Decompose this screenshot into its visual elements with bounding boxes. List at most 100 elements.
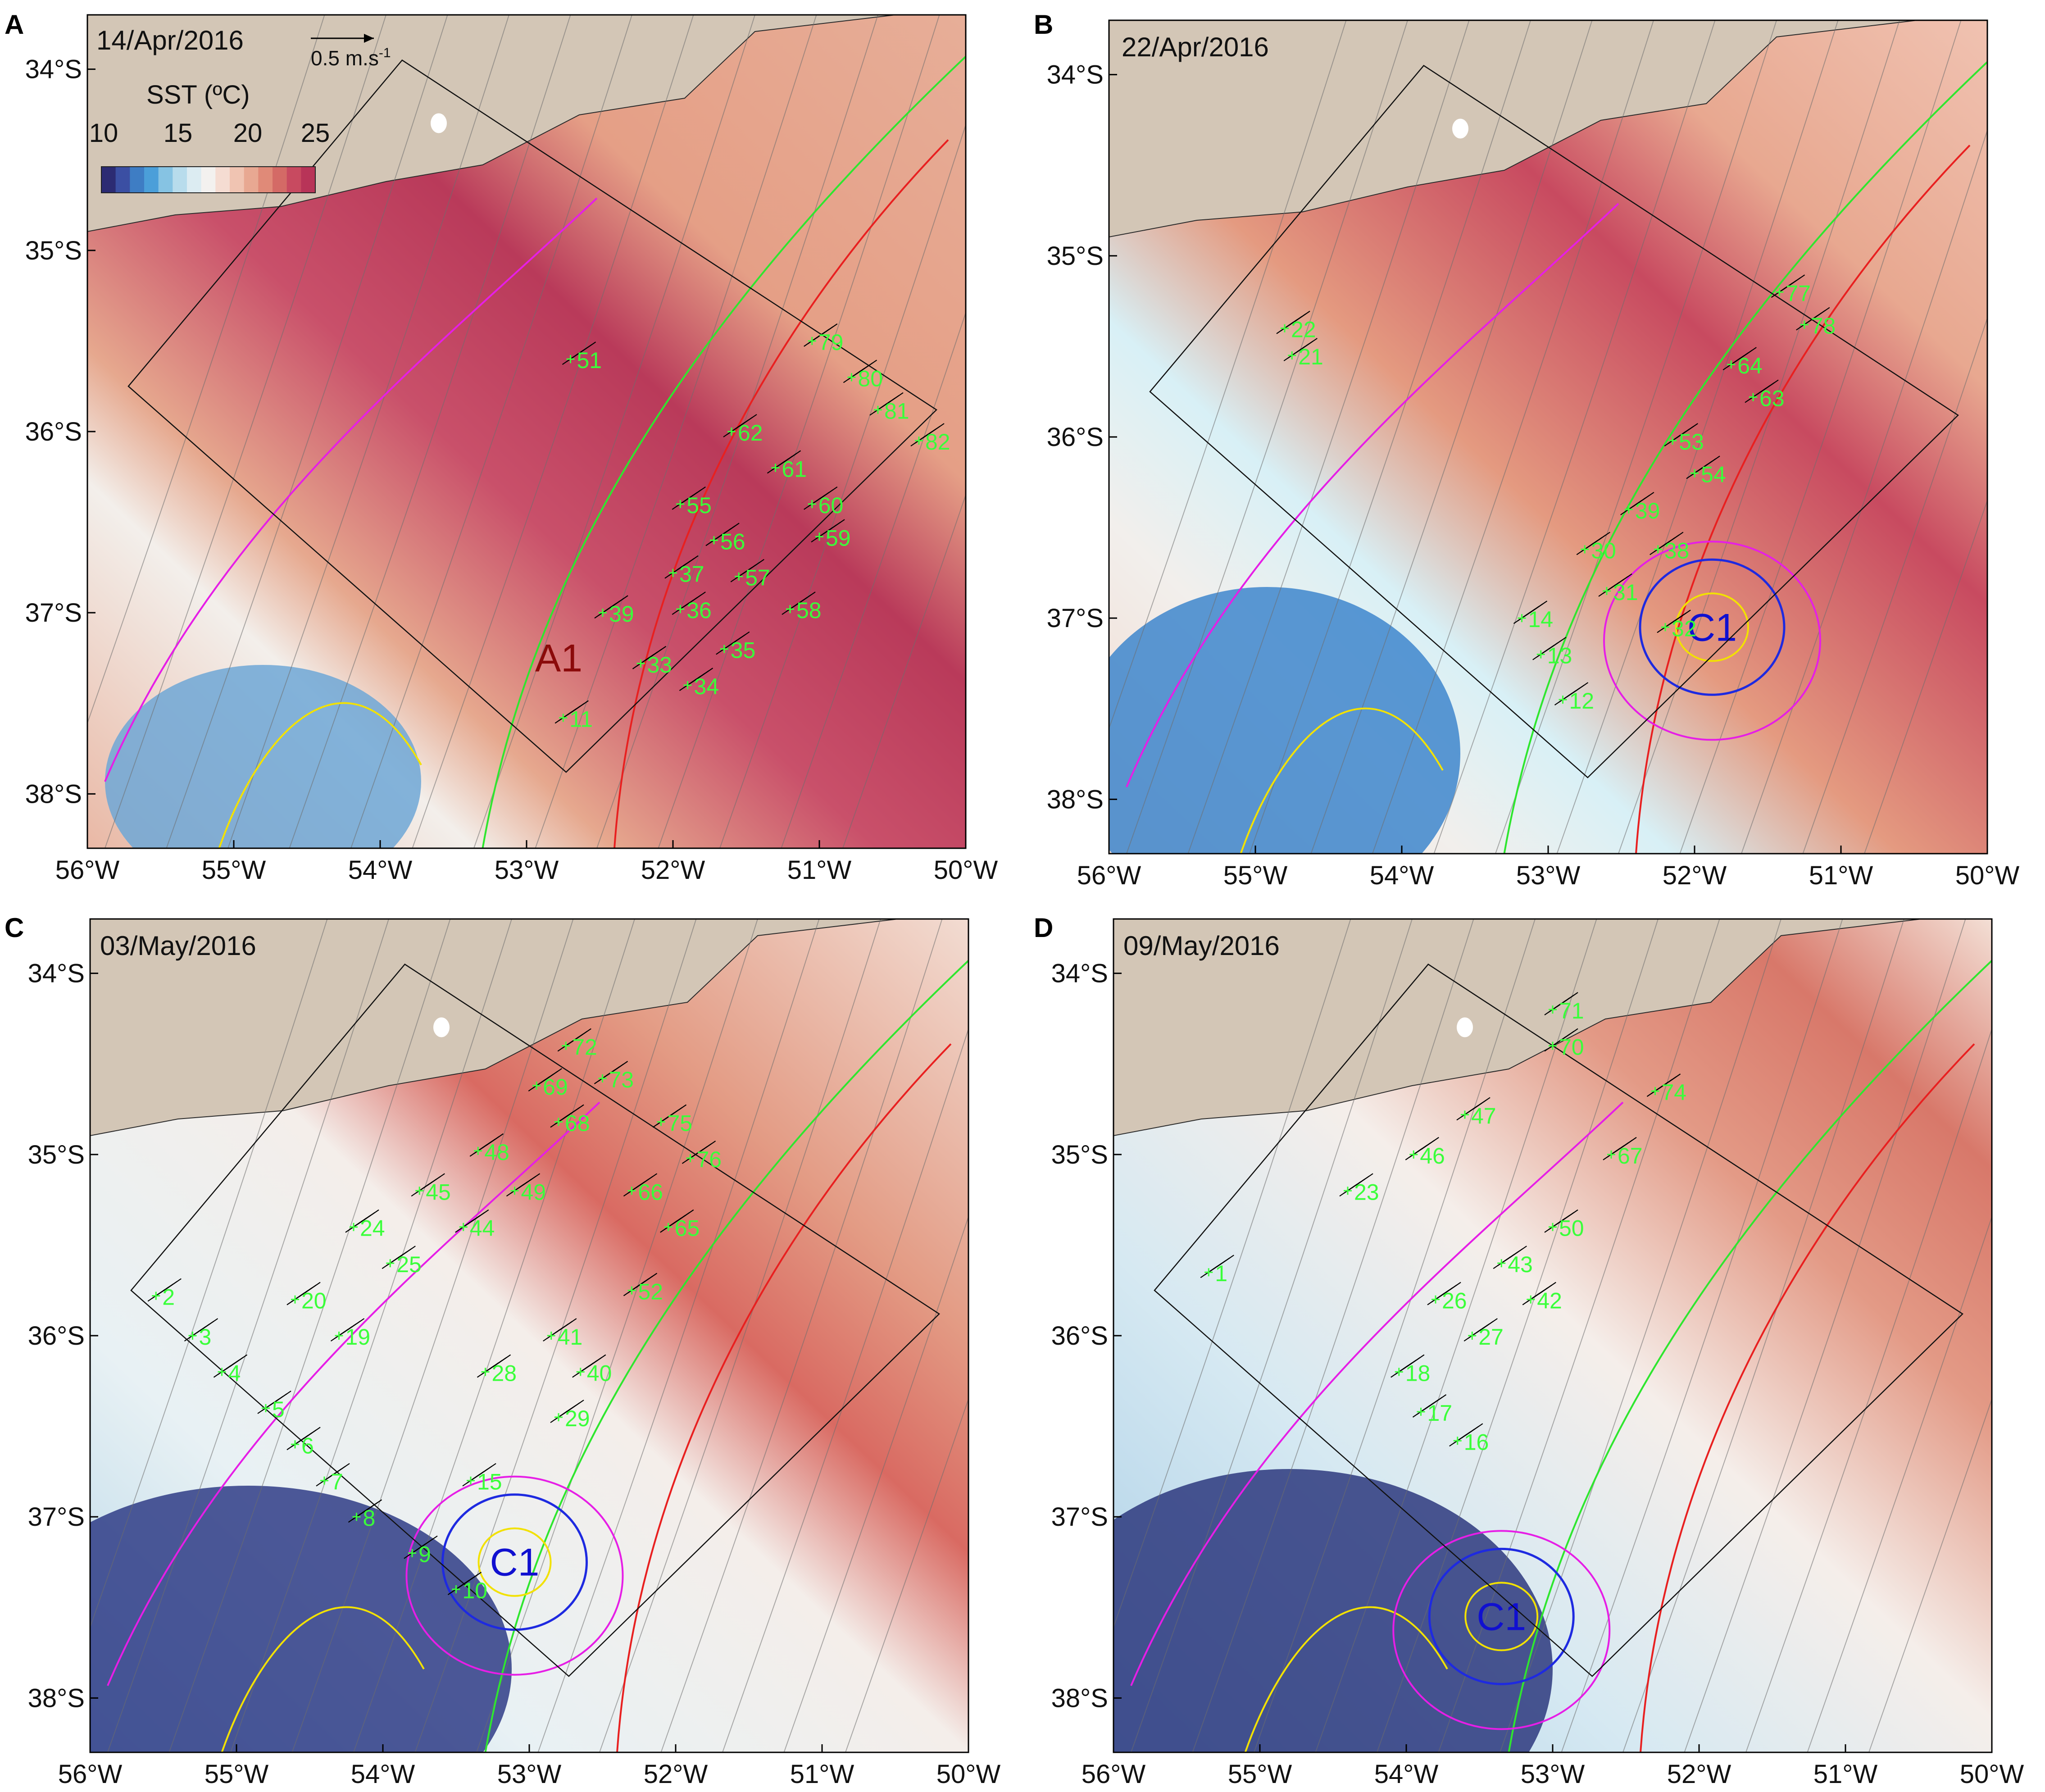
station-marker: 78: [1800, 314, 1836, 339]
current-vector: [1673, 609, 1691, 623]
station-cross: [1409, 1150, 1418, 1159]
colorbar-swatch: [215, 167, 230, 193]
station-marker: 75: [657, 1110, 693, 1136]
x-tick-label: 55°W: [1223, 861, 1288, 890]
station-label: 51: [577, 348, 602, 373]
station-marker: 2: [152, 1285, 175, 1310]
streamline: [1438, 919, 1720, 1752]
station-marker: 20: [291, 1288, 327, 1314]
station-marker: 10: [452, 1578, 487, 1603]
station-cross: [1536, 650, 1545, 659]
current-vector: [164, 1278, 182, 1291]
station-cross: [350, 1223, 358, 1231]
current-vector: [732, 631, 750, 644]
ssh-contour-red: [1635, 145, 1971, 854]
current-vector: [332, 1463, 350, 1476]
station-label: 43: [1508, 1252, 1533, 1277]
y-tick-label: 37°S: [28, 1502, 85, 1532]
station-marker: 32: [1661, 616, 1697, 641]
streamline: [845, 1397, 968, 1752]
station-label: 4: [228, 1360, 241, 1386]
station-marker: 76: [686, 1147, 722, 1172]
station-label: 76: [697, 1147, 722, 1172]
x-tick-label: 51°W: [1813, 1760, 1878, 1789]
station-marker: 50: [1549, 1216, 1584, 1241]
station-cross: [1668, 437, 1677, 445]
streamline: [537, 919, 820, 1752]
x-tick-label: 52°W: [641, 855, 705, 885]
station-cross: [1749, 393, 1757, 401]
panel-c-date: 03/May/2016: [100, 931, 256, 961]
ssh-contour-yellow: [1244, 1606, 1448, 1752]
station-label: 71: [1559, 998, 1584, 1023]
station-cross: [1661, 623, 1669, 632]
station-cross: [720, 645, 728, 653]
streamline: [1433, 20, 1716, 854]
streamline: [1109, 20, 1347, 730]
station-marker: 71: [1549, 998, 1584, 1023]
station-label: 57: [745, 565, 770, 591]
current-vector: [695, 668, 713, 680]
station-cross: [1453, 1437, 1462, 1445]
eddy-contour-blue: [1639, 558, 1786, 696]
streamline: [1868, 1397, 1992, 1752]
current-vector: [1421, 1137, 1439, 1150]
x-tick-label: 55°W: [202, 855, 266, 885]
land-mass: [90, 919, 899, 1137]
colorbar-swatch: [173, 167, 187, 193]
station-label: 14: [1528, 607, 1554, 632]
station-cross: [1518, 614, 1526, 623]
streamline: [350, 15, 632, 848]
station-cross: [657, 1118, 665, 1126]
station-label: 60: [818, 493, 844, 518]
station-label: 8: [363, 1505, 376, 1531]
current-vector: [398, 1246, 416, 1259]
station-label: 13: [1547, 643, 1572, 669]
station-label: 75: [668, 1110, 693, 1136]
x-tick-label: 53°W: [495, 855, 559, 885]
current-vector: [1216, 1255, 1234, 1268]
station-marker: 31: [1603, 580, 1638, 605]
station-marker: 48: [474, 1140, 509, 1165]
current-vector: [571, 700, 589, 713]
isobath-green: [1508, 960, 1992, 1752]
current-vector: [1614, 573, 1632, 586]
station-marker: 24: [350, 1216, 385, 1241]
streamline: [291, 919, 574, 1752]
streamline: [230, 919, 512, 1752]
station-label: 67: [1618, 1143, 1643, 1169]
current-vector: [1538, 1282, 1556, 1295]
station-cross: [291, 1440, 299, 1449]
y-tick-label: 36°S: [25, 417, 82, 446]
station-label: 64: [1737, 353, 1763, 378]
station-cross: [1651, 1087, 1659, 1096]
streamline: [658, 15, 940, 848]
streamline: [1556, 20, 1839, 854]
y-tick-label: 38°S: [28, 1683, 85, 1713]
station-label: 39: [609, 601, 634, 627]
station-label: 40: [587, 1360, 612, 1386]
station-label: 49: [521, 1179, 546, 1205]
station-cross: [532, 1082, 541, 1090]
station-marker: 3: [188, 1324, 211, 1350]
panel-c: C C1234567891015192024252829404144454849…: [5, 913, 1000, 1789]
station-cross: [1775, 288, 1784, 296]
land-mass: [1109, 20, 1918, 238]
y-tick-label: 34°S: [28, 959, 85, 988]
eddy-label: C1: [1477, 1595, 1526, 1638]
station-marker: 65: [664, 1216, 700, 1241]
station-marker: 36: [676, 598, 712, 623]
station-cross: [599, 609, 607, 617]
station-cross: [676, 605, 685, 614]
sst-tick-label: 10: [89, 118, 118, 148]
x-tick-label: 50°W: [1955, 861, 2020, 890]
station-marker: 19: [335, 1324, 370, 1350]
current-vector: [746, 559, 764, 572]
station-label: 63: [1759, 386, 1785, 411]
current-vector: [1443, 1282, 1461, 1295]
x-tick-label: 52°W: [1667, 1760, 1731, 1789]
streamline: [166, 15, 448, 848]
streamline: [1500, 919, 1781, 1752]
colorbar-swatch: [301, 167, 316, 193]
